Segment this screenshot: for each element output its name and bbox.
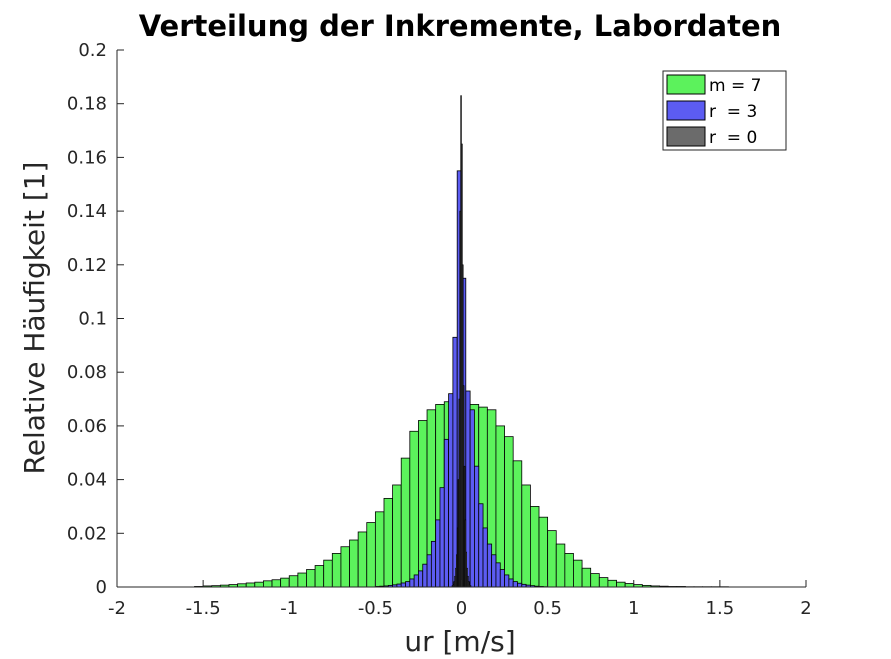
- bar: [245, 582, 256, 588]
- bar: [314, 565, 325, 588]
- bar: [547, 530, 557, 588]
- legend-label: r = 0: [709, 128, 757, 148]
- x-tick-label: 1: [628, 598, 639, 619]
- histogram-bars: [194, 95, 729, 588]
- legend-swatch: [666, 74, 706, 95]
- bar: [504, 574, 510, 588]
- bar: [530, 506, 540, 588]
- legend-swatch: [666, 100, 706, 121]
- bar: [405, 581, 411, 588]
- bar: [517, 582, 523, 588]
- y-tick-label: 0.2: [78, 40, 107, 61]
- bar: [271, 579, 282, 588]
- bar: [482, 527, 488, 588]
- bar: [409, 578, 415, 588]
- legend: m = 7 r = 3 r = 0: [662, 70, 787, 151]
- bar: [499, 569, 505, 588]
- bar: [426, 554, 432, 588]
- bar: [508, 578, 514, 588]
- bar: [357, 531, 368, 588]
- y-tick-label: 0.06: [67, 416, 107, 437]
- bar: [263, 580, 273, 588]
- x-tick-label: -1: [280, 598, 298, 619]
- x-tick-label: -0.5: [358, 598, 393, 619]
- bar: [555, 543, 566, 588]
- bar: [374, 511, 385, 588]
- bar: [512, 460, 523, 588]
- bar: [564, 553, 574, 588]
- bar: [400, 582, 406, 588]
- bar: [430, 540, 437, 588]
- bar: [486, 543, 493, 588]
- bar: [443, 438, 449, 588]
- y-tick-label: 0: [96, 577, 107, 598]
- x-tick-label: -1.5: [186, 598, 221, 619]
- bar: [413, 574, 419, 588]
- bar: [400, 457, 411, 588]
- x-tick-label: 2: [800, 598, 811, 619]
- bar: [418, 420, 428, 588]
- bar: [418, 570, 424, 588]
- bar: [254, 581, 264, 588]
- bar: [306, 569, 316, 588]
- bar: [331, 553, 342, 588]
- bar: [474, 465, 480, 588]
- bar: [383, 497, 393, 588]
- bar: [422, 563, 428, 588]
- y-axis-label: Relative Häufigkeit [1]: [18, 162, 51, 475]
- bar: [504, 436, 514, 588]
- bar: [409, 430, 419, 588]
- y-tick-label: 0.02: [67, 523, 107, 544]
- bar: [573, 559, 583, 588]
- bar: [469, 409, 475, 588]
- bar: [288, 575, 299, 588]
- y-tick-label: 0.04: [67, 470, 107, 491]
- axes: -2 -1.5 -1 -0.5 0 0.5 1 1.5 2 0 0.02 0.04 0.06 0.08 0.…: [67, 40, 812, 619]
- bar: [452, 336, 458, 588]
- y-tick-label: 0.16: [67, 147, 107, 168]
- x-tick-label: 0: [456, 598, 467, 619]
- legend-swatch: [666, 126, 706, 147]
- bar: [598, 577, 609, 588]
- bar: [323, 559, 333, 588]
- bar: [607, 579, 617, 588]
- x-tick-label: -2: [108, 598, 126, 619]
- y-tick-label: 0.12: [67, 255, 107, 276]
- bar: [478, 503, 484, 588]
- bar: [280, 577, 290, 588]
- bar: [538, 516, 549, 588]
- bar: [581, 567, 592, 588]
- bar: [340, 546, 350, 588]
- bar: [624, 583, 635, 588]
- bar: [439, 487, 445, 588]
- bar: [349, 539, 359, 588]
- bar: [590, 573, 600, 588]
- x-axis-label: ur [m/s]: [404, 625, 515, 658]
- x-tick-label: 0.5: [533, 598, 562, 619]
- bar: [297, 572, 307, 588]
- y-tick-label: 0.08: [67, 362, 107, 383]
- x-tick-label: 1.5: [706, 598, 735, 619]
- bar: [521, 484, 531, 588]
- bar: [435, 519, 441, 588]
- bar: [616, 581, 626, 588]
- bar: [495, 562, 501, 588]
- y-tick-label: 0.18: [67, 94, 107, 115]
- chart-title: Verteilung der Inkremente, Labordaten: [139, 9, 782, 43]
- y-tick-label: 0.1: [78, 309, 107, 330]
- legend-label: r = 3: [709, 102, 757, 122]
- bar: [366, 522, 376, 588]
- legend-label: m = 7: [709, 76, 761, 96]
- bar: [448, 393, 454, 588]
- y-tick-label: 0.14: [67, 201, 107, 222]
- bar: [392, 484, 402, 588]
- series-1-bars: [374, 170, 549, 588]
- bar: [491, 554, 497, 588]
- bar: [512, 581, 518, 588]
